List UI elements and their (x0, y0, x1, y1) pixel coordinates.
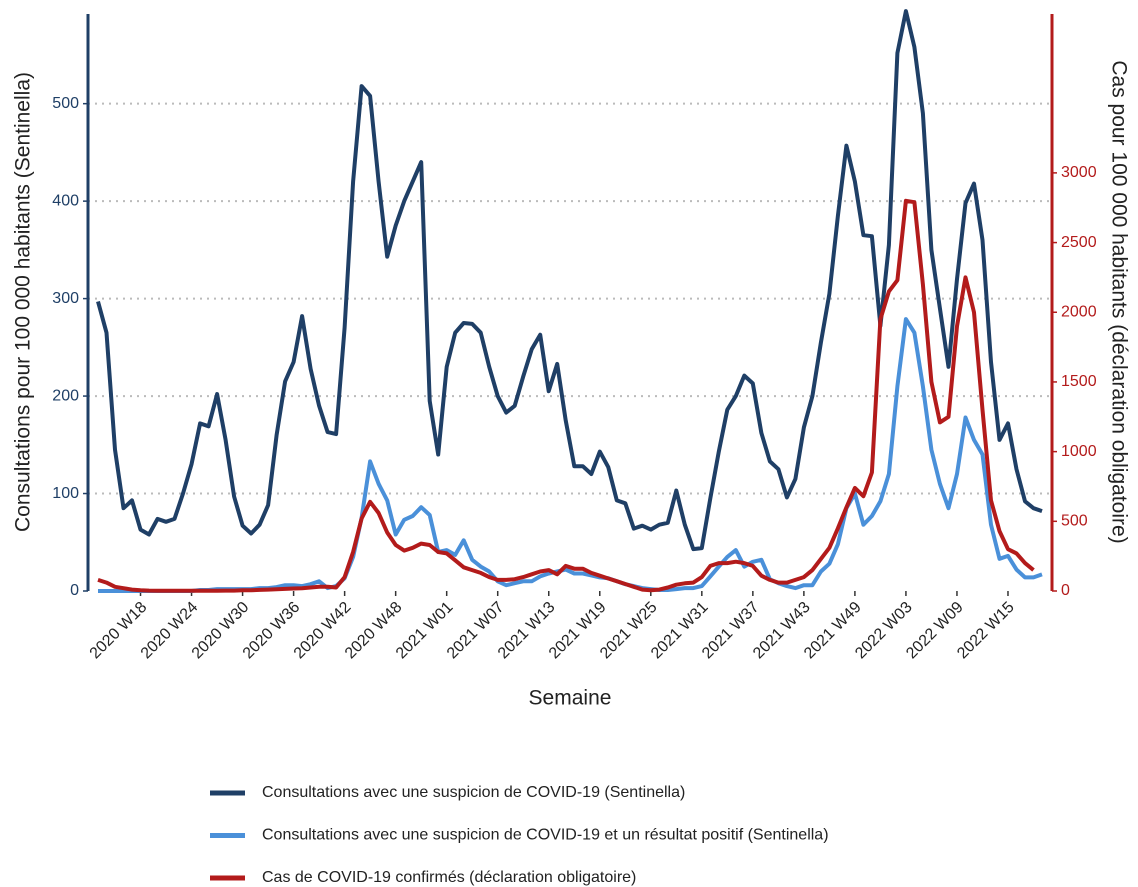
legend-label: Consultations avec une suspicion de COVI… (262, 784, 685, 801)
y2-tick-label: 3000 (1061, 164, 1097, 181)
y-tick-label: 500 (52, 95, 79, 112)
y-axis-title: Consultations pour 100 000 habitants (Se… (12, 72, 35, 532)
y-tick-label: 400 (52, 192, 79, 209)
legend-label: Consultations avec une suspicion de COVI… (262, 827, 829, 844)
y2-tick-label: 1500 (1061, 373, 1097, 390)
series-line (96, 9, 1043, 552)
legend-label: Cas de COVID-19 confirmés (déclaration o… (262, 869, 636, 886)
y2-axis-title: Cas pour 100 000 habitants (déclaration … (1107, 60, 1130, 543)
y2-tick-label: 2500 (1061, 234, 1097, 251)
y-tick-label: 0 (70, 582, 79, 599)
y2-tick-label: 1000 (1061, 443, 1097, 460)
x-axis-title: Semaine (529, 687, 612, 710)
series-line (98, 317, 1043, 593)
y-tick-label: 200 (52, 387, 79, 404)
y2-tick-label: 500 (1061, 513, 1088, 530)
y2-tick-label: 0 (1061, 582, 1070, 599)
y-tick-label: 300 (52, 290, 79, 307)
y-tick-label: 100 (52, 485, 79, 502)
y2-tick-label: 2000 (1061, 303, 1097, 320)
series-line (97, 198, 1035, 593)
